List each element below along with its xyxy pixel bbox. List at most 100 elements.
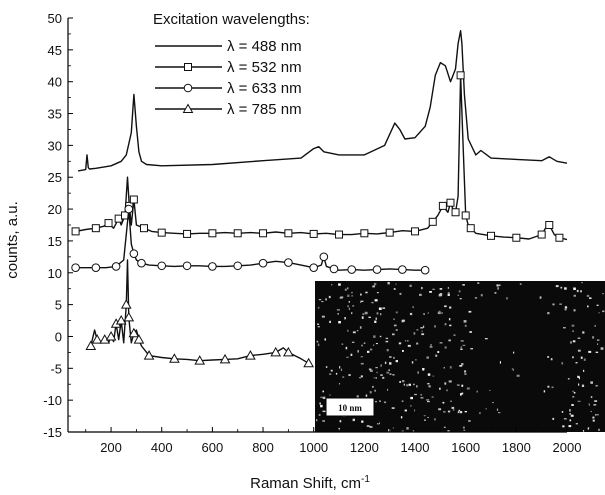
inset-speckle-dot xyxy=(586,294,590,297)
y-tick-label: -10 xyxy=(43,393,62,408)
inset-speckle-dot xyxy=(447,291,450,294)
data-point-square xyxy=(428,217,437,226)
x-tick-label: 200 xyxy=(100,440,122,455)
inset-speckle-dot xyxy=(464,324,467,327)
inset-speckle-dot xyxy=(580,290,582,293)
y-tick-label: 30 xyxy=(48,138,62,153)
inset-speckle-dot xyxy=(368,368,372,371)
data-point-triangle xyxy=(270,346,282,357)
inset-speckle-dot xyxy=(575,423,578,425)
inset-speckle-dot xyxy=(499,361,501,364)
inset-speckle-dot xyxy=(457,411,459,414)
inset-speckle-dot xyxy=(356,330,359,332)
inset-speckle-dot xyxy=(336,309,340,311)
inset-speckle-dot xyxy=(447,293,450,296)
data-point-circle xyxy=(124,204,134,214)
data-point-square xyxy=(537,230,546,239)
inset-speckle-dot xyxy=(399,292,402,295)
inset-speckle-dot xyxy=(375,317,377,320)
inset-speckle-dot xyxy=(380,364,382,367)
inset-speckle-dot xyxy=(479,412,481,415)
inset-speckle-dot xyxy=(392,427,394,429)
inset-speckle-dot xyxy=(590,396,593,399)
inset-speckle-dot xyxy=(380,374,383,376)
inset-speckle-dot xyxy=(411,361,414,364)
inset-speckle-dot xyxy=(389,356,392,358)
inset-speckle-dot xyxy=(594,400,598,402)
inset-speckle-dot xyxy=(389,362,392,365)
y-tick-label: 25 xyxy=(48,170,62,185)
inset-speckle-dot xyxy=(404,340,406,342)
inset-speckle-dot xyxy=(372,385,374,388)
data-point-square xyxy=(104,219,113,228)
inset-speckle-dot xyxy=(552,303,555,306)
data-point-triangle xyxy=(105,330,117,341)
inset-speckle-dot xyxy=(375,401,377,403)
inset-speckle-dot xyxy=(464,370,467,373)
inset-speckle-dot xyxy=(401,319,404,323)
inset-speckle-dot xyxy=(342,376,345,378)
inset-speckle-dot xyxy=(352,331,356,334)
inset-speckle-dot xyxy=(379,400,381,402)
inset-speckle-dot xyxy=(403,383,405,386)
legend-label: λ = 488 nm xyxy=(227,38,302,55)
data-point-square xyxy=(461,211,470,220)
x-tick-label: 1000 xyxy=(299,440,328,455)
inset-speckle-dot xyxy=(422,368,425,371)
inset-speckle-dot xyxy=(496,284,499,287)
inset-speckle-dot xyxy=(456,384,460,386)
inset-speckle-dot xyxy=(598,428,600,431)
inset-speckle-dot xyxy=(434,325,436,328)
inset-speckle-dot xyxy=(365,291,368,294)
data-point-triangle xyxy=(85,340,97,351)
inset-speckle-dot xyxy=(347,287,349,290)
data-point-triangle xyxy=(169,353,180,363)
inset-speckle-dot xyxy=(322,410,326,413)
inset-speckle-dot xyxy=(458,409,461,412)
y-tick-label: 0 xyxy=(55,329,62,344)
inset-speckle-dot xyxy=(516,374,520,377)
inset-speckle-dot xyxy=(356,395,359,398)
inset-speckle-dot xyxy=(572,356,574,359)
inset-speckle-dot xyxy=(346,356,349,358)
x-axis-label: Raman Shift, cm-1 xyxy=(250,474,370,492)
inset-speckle-dot xyxy=(444,323,447,326)
inset-speckle-dot xyxy=(583,369,585,372)
data-point-triangle xyxy=(219,353,231,364)
inset-speckle-dot xyxy=(412,306,414,308)
data-point-square xyxy=(555,233,564,242)
inset-speckle-dot xyxy=(480,294,483,297)
inset-speckle-dot xyxy=(386,349,389,352)
inset-speckle-dot xyxy=(583,358,586,361)
inset-speckle-dot xyxy=(380,313,382,316)
data-point-square xyxy=(284,229,293,238)
inset-speckle-dot xyxy=(552,417,555,420)
data-point-circle xyxy=(319,252,329,262)
inset-speckle-dot xyxy=(322,396,326,399)
inset-speckle-dot xyxy=(317,326,320,328)
data-point-triangle xyxy=(283,346,294,357)
inset-speckle-dot xyxy=(572,396,575,398)
inset-speckle-dot xyxy=(402,350,404,352)
inset-speckle-dot xyxy=(459,411,463,414)
micrograph-inset: 10 nm xyxy=(315,281,605,433)
data-point-triangle xyxy=(128,327,140,338)
inset-speckle-dot xyxy=(382,376,385,379)
inset-speckle-dot xyxy=(337,313,339,315)
inset-speckle-dot xyxy=(460,348,463,350)
inset-speckle-dot xyxy=(339,420,342,423)
inset-speckle-dot xyxy=(408,383,411,386)
data-point-circle xyxy=(309,263,319,272)
inset-speckle-dot xyxy=(366,425,370,427)
inset-speckle-dot xyxy=(580,356,583,359)
y-tick-label: -5 xyxy=(50,361,62,376)
inset-speckle-dot xyxy=(496,408,499,411)
inset-speckle-dot xyxy=(595,385,598,387)
scale-box xyxy=(325,397,375,417)
inset-speckle-dot xyxy=(439,310,441,313)
inset-speckle-dot xyxy=(348,374,351,376)
inset-speckle-dot xyxy=(412,430,415,433)
inset-speckle-dot xyxy=(373,344,375,346)
inset-speckle-dot xyxy=(401,400,404,402)
